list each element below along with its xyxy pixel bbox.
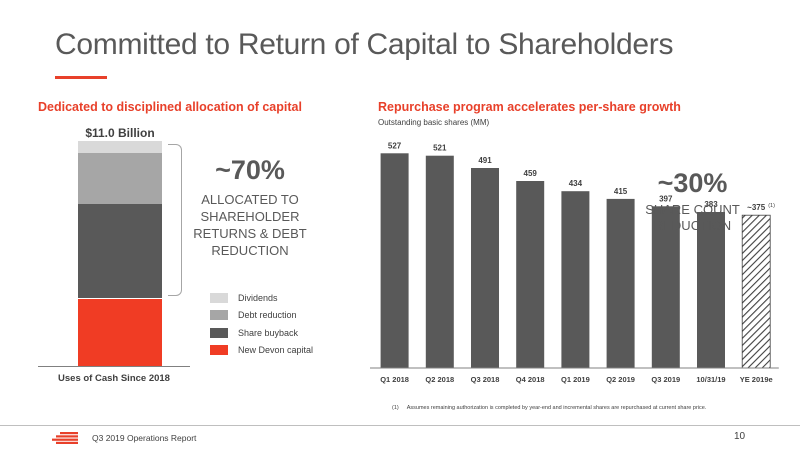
- footer-divider: [0, 425, 800, 426]
- bar-estimate: [741, 214, 771, 369]
- legend-item: Debt reduction: [210, 307, 313, 325]
- x-tick-label: Q2 2018: [425, 375, 454, 384]
- x-tick-label: Q3 2019: [651, 375, 680, 384]
- x-tick-label: Q1 2018: [380, 375, 409, 384]
- bar: [561, 191, 590, 368]
- devon-logo-icon: [52, 432, 78, 444]
- stack-segment-debt-reduction: [78, 153, 162, 205]
- bar: [606, 198, 635, 368]
- legend-item: Share buyback: [210, 324, 313, 342]
- estimate-footnote-marker: (1): [768, 203, 775, 209]
- bar: [471, 168, 499, 368]
- stack-segment-new-devon-capital: [78, 298, 162, 366]
- right-panel-heading: Repurchase program accelerates per-share…: [378, 100, 681, 114]
- share-reduction-percent: ~30%: [657, 168, 728, 198]
- footer-report-name: Q3 2019 Operations Report: [92, 433, 197, 443]
- legend-swatch: [210, 345, 228, 356]
- footnote: (1) Assumes remaining authorization is co…: [392, 405, 714, 411]
- legend-swatch: [210, 292, 228, 303]
- x-tick-label: Q3 2018: [471, 375, 500, 384]
- footnote-marker: (1): [392, 405, 399, 411]
- stacked-bar-legend: Dividends Debt reduction Share buyback New …: [210, 289, 313, 359]
- bar: [516, 181, 545, 368]
- bar: [697, 212, 725, 368]
- bar-value-label: 383: [704, 200, 718, 209]
- bar-value-label: 397: [659, 194, 673, 203]
- bar: [380, 153, 409, 368]
- bar-value-label: 415: [614, 187, 628, 196]
- left-panel-heading: Dedicated to disciplined allocation of c…: [38, 100, 302, 114]
- legend-swatch: [210, 310, 228, 321]
- footnote-text: Assumes remaining authorization is compl…: [406, 405, 707, 411]
- legend-swatch: [210, 327, 228, 338]
- share-chart-subtitle: Outstanding basic shares (MM): [378, 118, 490, 127]
- allocated-percent-text: ALLOCATED TO SHAREHOLDER RETURNS & DEBT …: [193, 192, 307, 258]
- share-reduction-text: SHARE COUNT REDUCTION: [645, 202, 740, 233]
- legend-label: Debt reduction: [238, 310, 297, 321]
- bar-value-label: 491: [478, 156, 492, 165]
- bar-value-label: 459: [524, 169, 538, 178]
- legend-label: Share buyback: [238, 327, 299, 338]
- x-tick-label: 10/31/19: [696, 375, 725, 384]
- allocation-bracket: [168, 144, 182, 296]
- bar: [425, 155, 454, 368]
- stacked-bar-total-label: $11.0 Billion: [85, 126, 155, 140]
- legend-item: New Devon capital: [210, 342, 313, 360]
- bar-value-label: ~375: [747, 203, 766, 212]
- bar: [651, 206, 680, 368]
- page-title: Committed to Return of Capital to Shareh…: [55, 28, 674, 61]
- x-tick-label: YE 2019e: [740, 375, 773, 384]
- title-underline: [55, 76, 107, 79]
- x-tick-label: Q1 2019: [561, 375, 590, 384]
- stack-segment-share-buyback: [78, 204, 162, 299]
- bar-value-label: 527: [388, 141, 402, 150]
- bar-value-label: 521: [433, 144, 447, 153]
- stack-segment-dividends: [78, 141, 162, 154]
- x-tick-label: Q2 2019: [606, 375, 635, 384]
- bar-value-label: 434: [569, 179, 583, 188]
- share-count-bar-chart: 527 Q1 2018 521 Q2 2018 491 Q3 2018 459 Q4 2018…: [370, 141, 779, 384]
- x-tick-label: Q4 2018: [516, 375, 545, 384]
- page-number: 10: [734, 431, 746, 442]
- stacked-bar-x-label: Uses of Cash Since 2018: [58, 373, 170, 384]
- legend-item: Dividends: [210, 289, 313, 307]
- allocated-percent: ~70%: [215, 155, 285, 185]
- stacked-bar-axis: [38, 366, 190, 367]
- legend-label: Dividends: [238, 292, 278, 303]
- legend-label: New Devon capital: [238, 345, 314, 356]
